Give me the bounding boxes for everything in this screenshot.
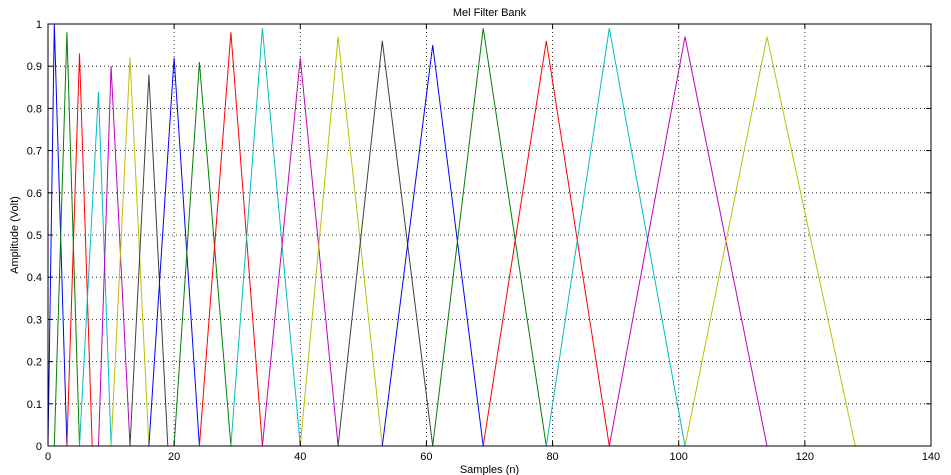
x-tick-label: 80 bbox=[546, 451, 558, 463]
filter-2-line bbox=[53, 32, 80, 447]
filter-10-line bbox=[198, 32, 263, 447]
filter-6-line bbox=[110, 57, 150, 447]
y-axis-label: Amplitude (Volt) bbox=[9, 196, 21, 274]
filter-13-line bbox=[299, 36, 383, 447]
filter-18-line bbox=[545, 28, 686, 447]
filter-5-line bbox=[98, 66, 131, 447]
filter-16-line bbox=[432, 28, 547, 447]
x-tick-label: 60 bbox=[420, 451, 432, 463]
filter-11-line bbox=[230, 28, 301, 447]
series-layer bbox=[47, 23, 856, 447]
filter-4-line bbox=[79, 91, 112, 447]
y-tick-label: 0.8 bbox=[27, 103, 42, 115]
filter-17-line bbox=[482, 40, 610, 447]
y-tick-label: 0 bbox=[36, 441, 42, 453]
filter-14-line bbox=[337, 40, 434, 447]
x-tick-label: 100 bbox=[670, 451, 688, 463]
filter-9-line bbox=[173, 61, 232, 447]
x-tick-label: 0 bbox=[45, 451, 51, 463]
y-tick-label: 0.5 bbox=[27, 230, 42, 242]
y-tick-label: 0.4 bbox=[27, 272, 42, 284]
tick-marks bbox=[47, 23, 932, 447]
x-tick-label: 140 bbox=[922, 451, 940, 463]
y-tick-label: 0.3 bbox=[27, 314, 42, 326]
x-tick-labels: 0 20 40 60 80 100 120 140 bbox=[45, 451, 940, 463]
y-tick-labels: 0 0.1 0.2 0.3 0.4 0.5 0.6 0.7 0.8 0.9 1 bbox=[27, 19, 42, 453]
x-axis-label: Samples (n) bbox=[460, 464, 519, 475]
x-tick-label: 120 bbox=[796, 451, 814, 463]
filter-8-line bbox=[148, 57, 200, 447]
y-tick-label: 1 bbox=[36, 19, 42, 31]
filter-19-line bbox=[608, 36, 768, 447]
y-tick-label: 0.7 bbox=[27, 146, 42, 158]
chart-title: Mel Filter Bank bbox=[453, 7, 527, 19]
x-tick-label: 40 bbox=[294, 451, 306, 463]
y-tick-label: 0.6 bbox=[27, 188, 42, 200]
filter-3-line bbox=[66, 53, 93, 447]
y-tick-label: 0.9 bbox=[27, 61, 42, 73]
filter-12-line bbox=[261, 57, 339, 447]
filter-7-line bbox=[129, 74, 169, 447]
filter-15-line bbox=[381, 45, 484, 447]
x-tick-label: 20 bbox=[168, 451, 180, 463]
y-tick-label: 0.2 bbox=[27, 357, 42, 369]
y-tick-label: 0.1 bbox=[27, 399, 42, 411]
filter-20-line bbox=[684, 36, 856, 447]
